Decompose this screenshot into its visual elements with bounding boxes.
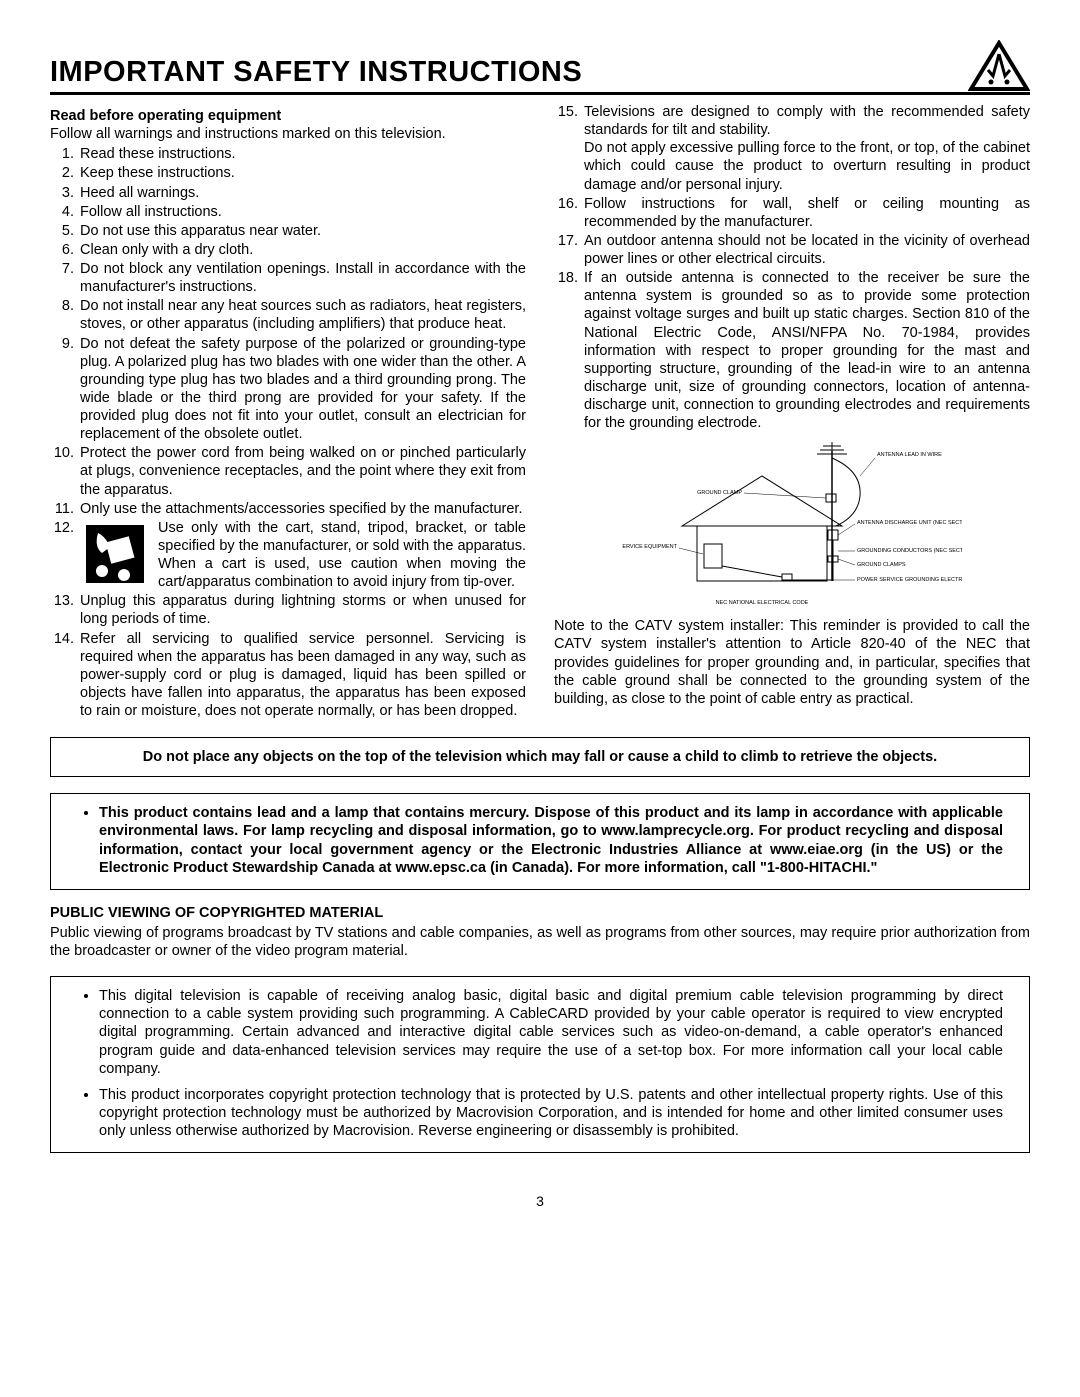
copyright-body: Public viewing of programs broadcast by … — [50, 924, 1030, 960]
cart-tipover-icon — [80, 519, 150, 589]
svg-text:NEC NATIONAL ELECTRICAL CODE: NEC NATIONAL ELECTRICAL CODE — [716, 600, 809, 606]
list-item: 8.Do not install near any heat sources s… — [50, 297, 526, 333]
intro-text: Follow all warnings and instructions mar… — [50, 125, 526, 143]
page-header: IMPORTANT SAFETY INSTRUCTIONS — [50, 40, 1030, 95]
list-item: 7.Do not block any ventilation openings.… — [50, 260, 526, 296]
list-item: 5.Do not use this apparatus near water. — [50, 222, 526, 240]
svg-text:GROUND CLAMP: GROUND CLAMP — [697, 490, 742, 496]
warning-text: Do not place any objects on the top of t… — [77, 748, 1003, 766]
macrovision-text: This product incorporates copyright prot… — [99, 1086, 1003, 1140]
list-item: 18.If an outside antenna is connected to… — [554, 269, 1030, 432]
disposal-box: This product contains lead and a lamp th… — [50, 793, 1030, 890]
list-item: 6.Clean only with a dry cloth. — [50, 241, 526, 259]
list-item: 11.Only use the attachments/accessories … — [50, 500, 526, 518]
list-item-cart: 12. Use only with the cart, stand, tripo… — [50, 519, 526, 592]
sub-heading: Read before operating equipment — [50, 107, 526, 125]
copyright-heading: PUBLIC VIEWING OF COPYRIGHTED MATERIAL — [50, 904, 1030, 922]
list-item: 16.Follow instructions for wall, shelf o… — [554, 195, 1030, 231]
list-item: 13.Unplug this apparatus during lightnin… — [50, 592, 526, 628]
left-column: Read before operating equipment Follow a… — [50, 103, 526, 721]
page-number: 3 — [50, 1193, 1030, 1211]
content-columns: Read before operating equipment Follow a… — [50, 103, 1030, 721]
list-item: 9.Do not defeat the safety purpose of th… — [50, 335, 526, 444]
right-column: 15. Televisions are designed to comply w… — [554, 103, 1030, 721]
svg-text:ANTENNA DISCHARGE UNIT (NEC SE: ANTENNA DISCHARGE UNIT (NEC SECTION 810-… — [857, 520, 962, 526]
list-item: 4.Follow all instructions. — [50, 203, 526, 221]
page-title: IMPORTANT SAFETY INSTRUCTIONS — [50, 54, 968, 92]
list-item: 10.Protect the power cord from being wal… — [50, 444, 526, 498]
cable-macrovision-box: This digital television is capable of re… — [50, 976, 1030, 1153]
list-item: 15. Televisions are designed to comply w… — [554, 103, 1030, 194]
list-item: 2.Keep these instructions. — [50, 164, 526, 182]
list-item: 14.Refer all servicing to qualified serv… — [50, 630, 526, 721]
list-item: 17.An outdoor antenna should not be loca… — [554, 232, 1030, 268]
svg-text:ANTENNA LEAD IN WIRE: ANTENNA LEAD IN WIRE — [877, 452, 942, 458]
svg-text:GROUNDING CONDUCTORS (NEC SECT: GROUNDING CONDUCTORS (NEC SECTION 810-21… — [857, 548, 962, 554]
svg-text:ELECTRIC SERVICE EQUIPMENT: ELECTRIC SERVICE EQUIPMENT — [622, 544, 678, 550]
svg-text:POWER SERVICE GROUNDING ELECTR: POWER SERVICE GROUNDING ELECTRODE SYSTEM… — [857, 577, 962, 583]
cablecard-text: This digital television is capable of re… — [99, 987, 1003, 1078]
instructions-list-right: 15. Televisions are designed to comply w… — [554, 103, 1030, 432]
warning-box-objects: Do not place any objects on the top of t… — [50, 737, 1030, 777]
catv-note: Note to the CATV system installer: This … — [554, 617, 1030, 708]
disposal-text: This product contains lead and a lamp th… — [99, 804, 1003, 877]
list-item: 3.Heed all warnings. — [50, 184, 526, 202]
svg-text:GROUND CLAMPS: GROUND CLAMPS — [857, 562, 906, 568]
antenna-grounding-diagram: ANTENNA LEAD IN WIRE GROUND CLAMP ANTENN… — [622, 436, 962, 611]
instructions-list-left: 1.Read these instructions. 2.Keep these … — [50, 145, 526, 720]
list-item: 1.Read these instructions. — [50, 145, 526, 163]
warning-icon — [968, 40, 1030, 92]
